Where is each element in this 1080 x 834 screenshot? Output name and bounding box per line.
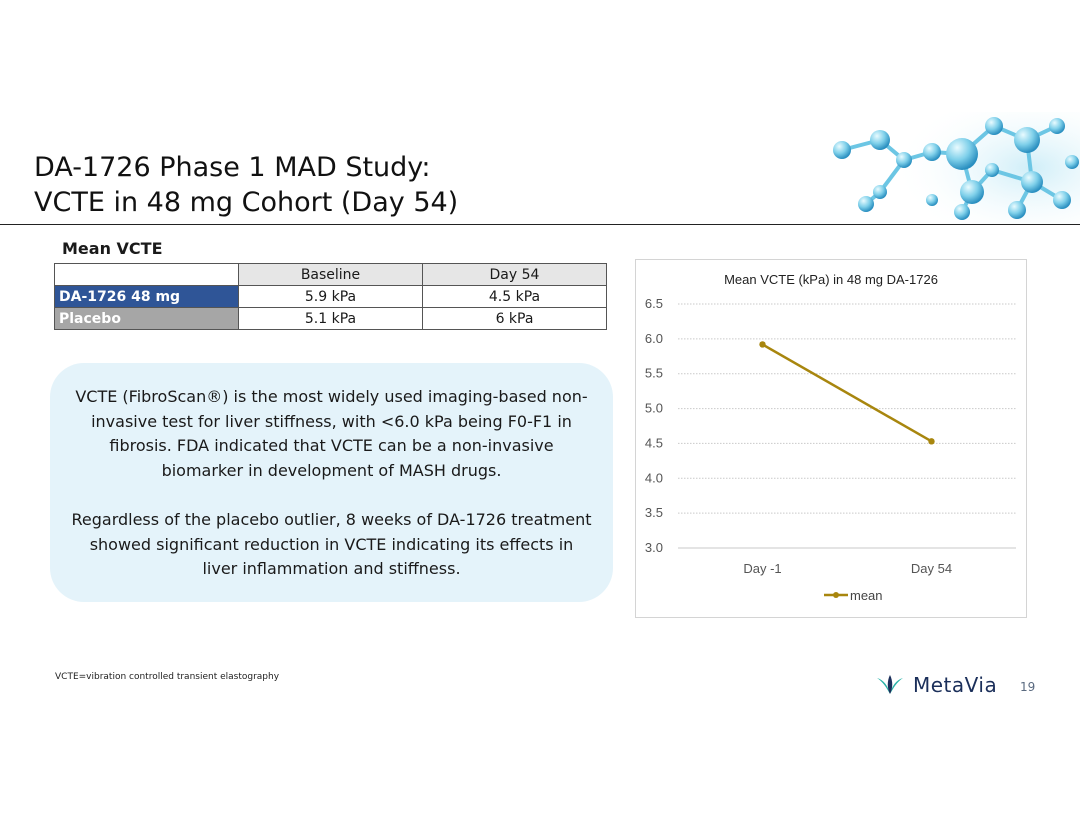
- legend-label-mean: mean: [850, 588, 883, 603]
- table-header-row: Baseline Day 54: [54, 263, 607, 286]
- logo-text: MetaVia: [913, 673, 998, 697]
- series-line-mean: [761, 343, 933, 443]
- table-row: DA-1726 48 mg 5.9 kPa 4.5 kPa: [54, 285, 607, 308]
- y-tick-label: 5.5: [645, 366, 663, 381]
- legend-point-marker: [833, 592, 839, 598]
- title-line-2: VCTE in 48 mg Cohort (Day 54): [34, 187, 459, 218]
- vcte-line-chart: Mean VCTE (kPa) in 48 mg DA-1726 3.0 3.5 4…: [635, 259, 1027, 618]
- y-tick-label: 6.5: [645, 296, 663, 311]
- slide-title: DA-1726 Phase 1 MAD Study: VCTE in 48 mg…: [34, 150, 734, 220]
- title-divider: [0, 224, 1080, 225]
- molecule-illustration: [822, 112, 1080, 224]
- y-tick-label: 4.0: [645, 470, 663, 485]
- header-cell-baseline: Baseline: [238, 263, 423, 286]
- metavia-logo: MetaVia: [875, 672, 997, 698]
- footnote: VCTE=vibration controlled transient elas…: [55, 672, 280, 682]
- y-tick-label: 5.0: [645, 401, 663, 416]
- cell-drug-day54: 4.5 kPa: [422, 285, 607, 308]
- header-cell-blank: [54, 263, 239, 286]
- note-paragraph-2: Regardless of the placebo outlier, 8 wee…: [71, 510, 592, 578]
- table-row: Placebo 5.1 kPa 6 kPa: [54, 307, 607, 330]
- header-cell-day54: Day 54: [422, 263, 607, 286]
- table-heading: Mean VCTE: [62, 239, 163, 258]
- y-tick-label: 3.0: [645, 540, 663, 555]
- row-label-drug: DA-1726 48 mg: [54, 285, 239, 308]
- data-point: [928, 438, 935, 445]
- note-callout: VCTE (FibroScan®) is the most widely use…: [50, 363, 613, 602]
- vcte-table: Baseline Day 54 DA-1726 48 mg 5.9 kPa 4.…: [54, 263, 607, 330]
- y-tick-label: 6.0: [645, 331, 663, 346]
- chart-svg: Mean VCTE (kPa) in 48 mg DA-1726 3.0 3.5 4…: [645, 272, 1016, 603]
- note-paragraph-1: VCTE (FibroScan®) is the most widely use…: [75, 387, 588, 480]
- cell-placebo-baseline: 5.1 kPa: [238, 307, 423, 330]
- x-tick-label: Day -1: [743, 561, 781, 576]
- chart-title: Mean VCTE (kPa) in 48 mg DA-1726: [724, 272, 938, 287]
- title-line-1: DA-1726 Phase 1 MAD Study:: [34, 152, 431, 183]
- y-tick-label: 3.5: [645, 505, 663, 520]
- cell-drug-baseline: 5.9 kPa: [238, 285, 423, 308]
- x-tick-label: Day 54: [911, 561, 952, 576]
- cell-placebo-day54: 6 kPa: [422, 307, 607, 330]
- page-number: 19: [1020, 680, 1036, 694]
- row-label-placebo: Placebo: [54, 307, 239, 330]
- chart-legend: mean: [824, 588, 883, 603]
- data-point: [759, 341, 766, 348]
- y-tick-label: 4.5: [645, 435, 663, 450]
- leaf-icon: [877, 675, 903, 694]
